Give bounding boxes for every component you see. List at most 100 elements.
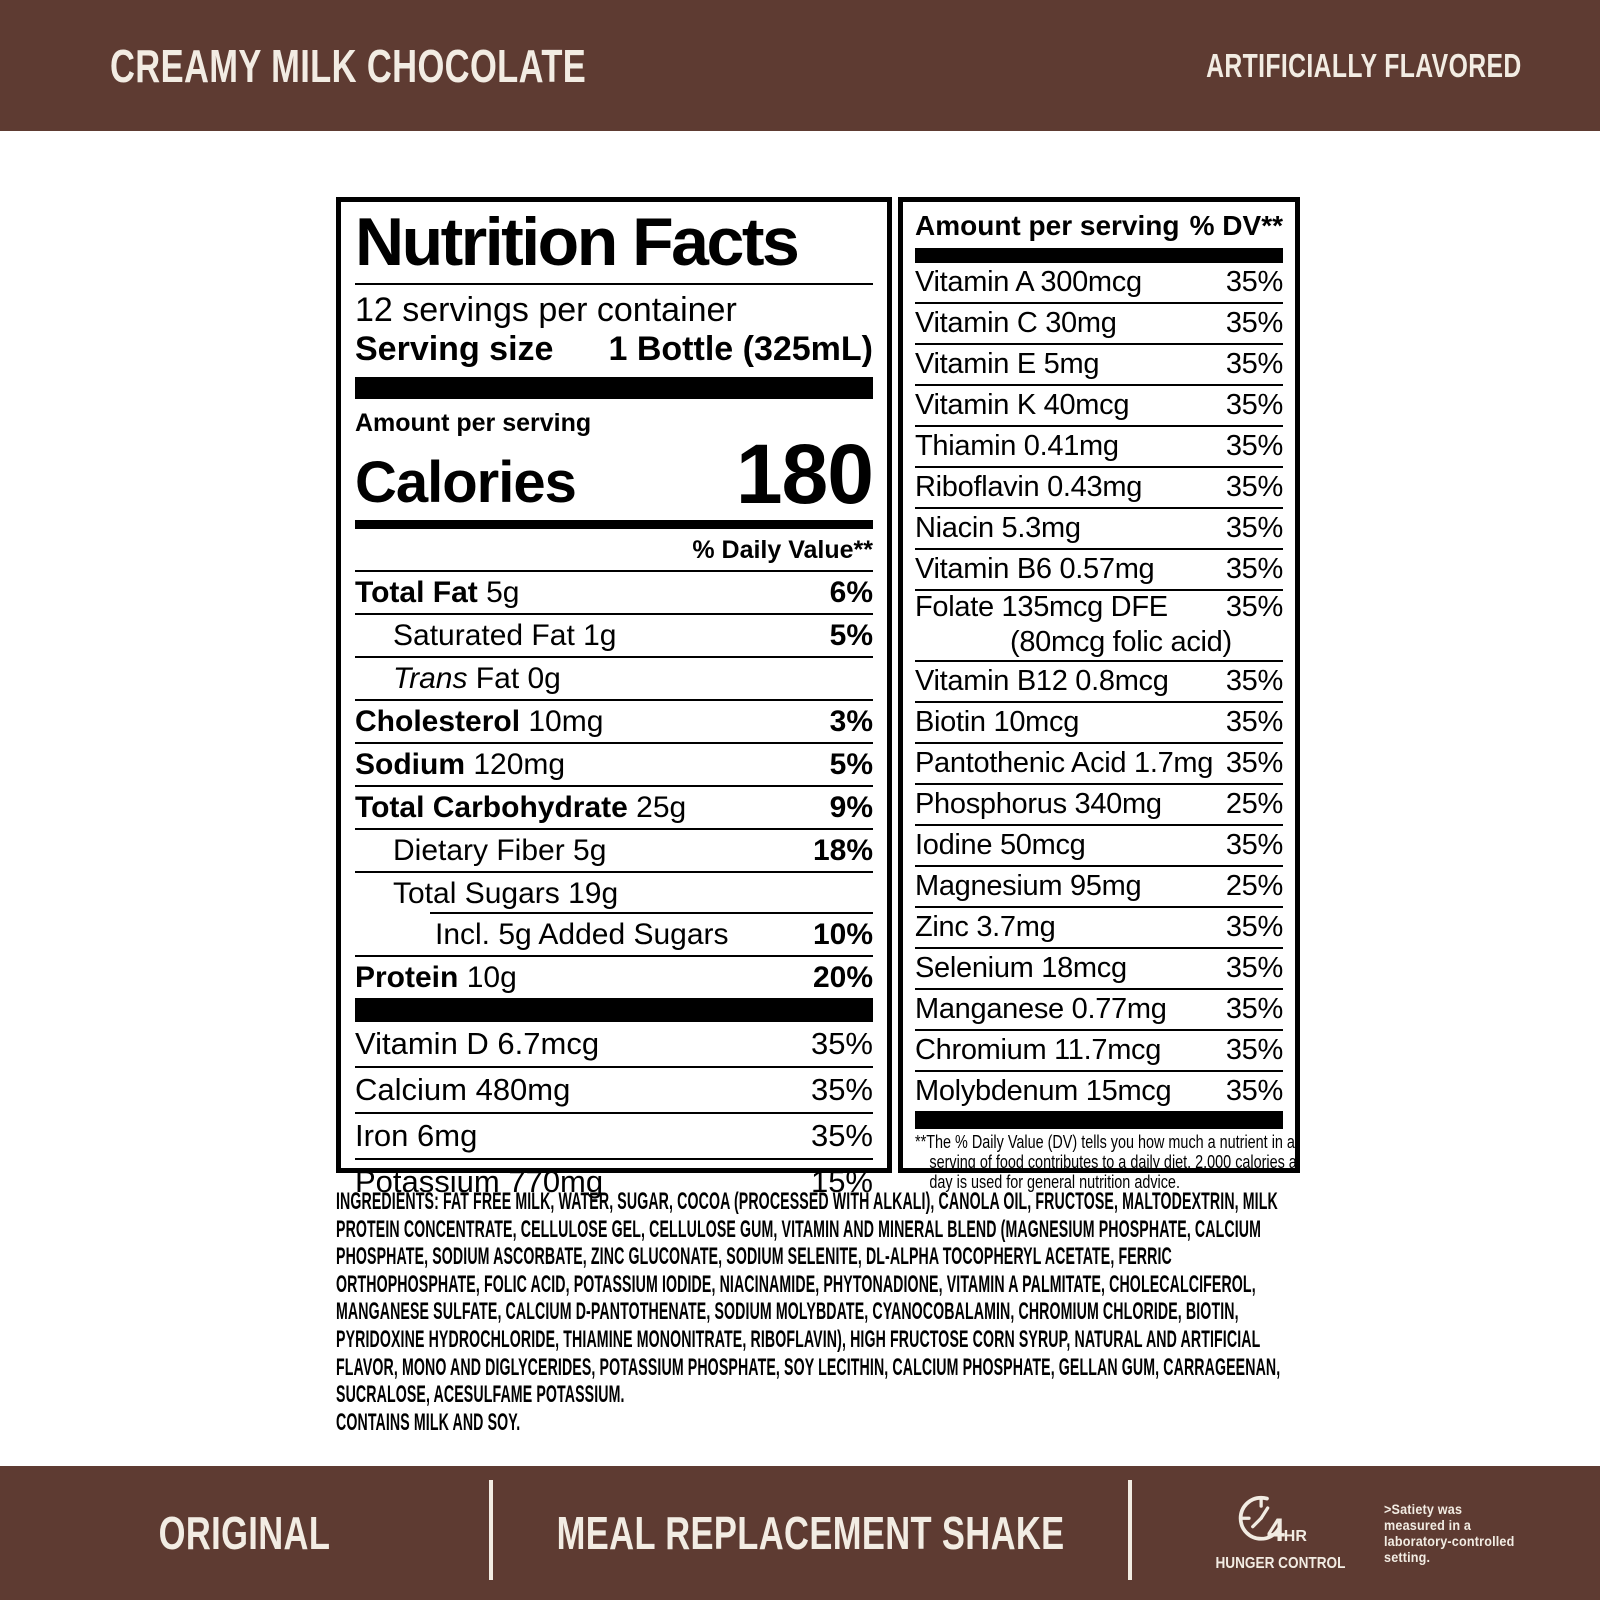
nutrient-label: Dietary Fiber 5g — [393, 833, 607, 867]
micronutrient-label: Iodine 50mcg — [915, 829, 1086, 861]
daily-value: 35% — [1225, 430, 1283, 462]
daily-value: 25% — [1225, 870, 1283, 902]
micronutrient-row: Biotin 10mcg 35% — [915, 703, 1283, 744]
micronutrient-row: Molybdenum 15mcg 35% — [915, 1072, 1283, 1111]
micronutrient-row: Magnesium 95mg 25% — [915, 867, 1283, 908]
panel-title: Nutrition Facts — [355, 207, 873, 286]
amount-per-serving-label: Amount per serving — [355, 409, 592, 438]
nutrient-name: Total Fat — [355, 575, 478, 609]
micronutrient-label: Molybdenum 15mcg — [915, 1075, 1172, 1107]
micronutrient-label: Vitamin B6 0.57mg — [915, 553, 1155, 585]
calories-value: 180 — [735, 427, 874, 522]
micronutrient-label: Thiamin 0.41mg — [915, 430, 1119, 462]
nutrient-row: Protein 10g 20% — [355, 957, 873, 1001]
daily-value: 35% — [1225, 266, 1283, 298]
vitamin-row: Calcium 480mg 35% — [355, 1068, 873, 1115]
header-bar: CREAMY MILK CHOCOLATE ARTIFICIALLY FLAVO… — [0, 0, 1600, 131]
daily-value: 35% — [1225, 389, 1283, 421]
nutrient-label: Trans Fat 0g — [393, 661, 561, 695]
daily-value: 35% — [1225, 512, 1283, 544]
serving-size-value: 1 Bottle (325mL) — [608, 330, 874, 369]
divider-bar — [355, 377, 873, 400]
footer-divider — [489, 1480, 493, 1580]
nutrient-row: Saturated Fat 1g 5% — [355, 615, 873, 659]
micronutrient-label: Folate 135mcg DFE — [915, 591, 1168, 623]
nutrient-name: Sodium — [355, 747, 465, 781]
daily-value-header: % Daily Value** — [355, 529, 873, 573]
micronutrient-rows: Vitamin A 300mcg 35% Vitamin C 30mg 35% Vita… — [915, 263, 1283, 1111]
micronutrient-label: Chromium 11.7mcg — [915, 1034, 1162, 1066]
divider-bar — [915, 250, 1283, 263]
micronutrient-row: Folate 135mcg DFE 35% (80mcg folic acid) — [915, 591, 1283, 662]
nutrient-row: Total Carbohydrate 25g 9% — [355, 787, 873, 831]
right-column-header: Amount per serving % DV** — [915, 202, 1283, 250]
four-hr-label: 4HR — [1267, 1512, 1307, 1549]
calories-row: Calories 180 — [355, 427, 874, 522]
nutrient-label: Protein 10g — [355, 960, 517, 994]
daily-value: 15% — [810, 1164, 873, 1200]
micronutrient-row: Vitamin A 300mcg 35% — [915, 263, 1283, 304]
divider-bar — [915, 1111, 1283, 1129]
nutrient-row: Incl. 5g Added Sugars 10% — [355, 914, 873, 958]
vitamin-row: Potassium 770mg 15% — [355, 1160, 873, 1204]
nutrient-label: Total Sugars 19g — [393, 876, 619, 910]
nutrient-label: Saturated Fat 1g — [393, 618, 617, 652]
nutrient-name: Trans — [393, 661, 468, 695]
daily-value: 20% — [812, 960, 873, 994]
micronutrient-row: Chromium 11.7mcg 35% — [915, 1031, 1283, 1072]
micronutrient-label: Vitamin E 5mg — [915, 348, 1100, 380]
clock-icon-wrap: 4HR — [1225, 1494, 1335, 1550]
vitamin-label: Iron 6mg — [355, 1118, 478, 1154]
micronutrient-label: Magnesium 95mg — [915, 870, 1142, 902]
micronutrient-row: Vitamin B12 0.8mcg 35% — [915, 662, 1283, 703]
satiety-note: >Satiety was measured in a laboratory-co… — [1384, 1500, 1515, 1566]
footer-divider — [1128, 1480, 1132, 1580]
nutrient-label: Sodium 120mg — [355, 747, 566, 781]
micronutrient-label: Pantothenic Acid 1.7mg — [915, 747, 1214, 779]
artificially-flavored-label: ARTIFICIALLY FLAVORED — [1206, 46, 1522, 84]
micronutrient-row: Phosphorus 340mg 25% — [915, 785, 1283, 826]
vitamin-label: Vitamin D 6.7mcg — [355, 1026, 600, 1062]
thick-rule — [355, 520, 873, 530]
hours-unit: HR — [1283, 1527, 1307, 1545]
micronutrient-label: Vitamin K 40mcg — [915, 389, 1130, 421]
flavor-title-wrap: CREAMY MILK CHOCOLATE — [110, 0, 745, 131]
nutrient-row: Dietary Fiber 5g 18% — [355, 830, 873, 874]
micronutrient-row: Vitamin C 30mg 35% — [915, 304, 1283, 345]
dv-footnote: **The % Daily Value (DV) tells you how m… — [915, 1132, 1297, 1193]
amount-per-serving-label: Amount per serving — [915, 210, 1180, 241]
flavor-title: CREAMY MILK CHOCOLATE — [110, 39, 587, 92]
nutrient-label: Total Carbohydrate 25g — [355, 790, 687, 824]
hours-value: 4 — [1267, 1511, 1285, 1548]
hunger-control-block: 4HR HUNGER CONTROL — [1192, 1494, 1368, 1573]
daily-value: 9% — [829, 790, 873, 824]
calories-label: Calories — [355, 450, 577, 516]
nutrition-panel-right: Amount per serving % DV** Vitamin A 300m… — [898, 197, 1300, 1192]
meal-replacement-shake-label: MEAL REPLACEMENT SHAKE — [556, 1507, 1065, 1559]
micronutrient-label: Vitamin C 30mg — [915, 307, 1117, 339]
daily-value: 5% — [829, 618, 873, 652]
nutrient-row: Total Fat 5g 6% — [355, 572, 873, 616]
daily-value: 35% — [810, 1072, 873, 1108]
micronutrient-label: Zinc 3.7mg — [915, 911, 1056, 943]
vitamin-rows: Vitamin D 6.7mcg 35% Calcium 480mg 35% Iron … — [355, 1022, 873, 1204]
dv-header: % DV** — [1189, 210, 1283, 241]
vitamin-row: Iron 6mg 35% — [355, 1114, 873, 1161]
micronutrient-row: Selenium 18mcg 35% — [915, 949, 1283, 990]
micronutrient-row: Iodine 50mcg 35% — [915, 826, 1283, 867]
micronutrient-row: Niacin 5.3mg 35% — [915, 509, 1283, 550]
daily-value: 35% — [1225, 911, 1283, 943]
nutrient-label: Total Fat 5g — [355, 575, 520, 609]
micronutrient-label: Vitamin B12 0.8mcg — [915, 665, 1169, 697]
nutrient-row: Cholesterol 10mg 3% — [355, 701, 873, 745]
daily-value: 35% — [1225, 747, 1283, 779]
nutrient-row: Sodium 120mg 5% — [355, 744, 873, 788]
servings-per-container: 12 servings per container — [355, 291, 737, 330]
daily-value: 6% — [829, 575, 873, 609]
nutrient-row: Total Sugars 19g — [355, 873, 873, 915]
micronutrient-row: Vitamin E 5mg 35% — [915, 345, 1283, 386]
daily-value: 3% — [829, 704, 873, 738]
daily-value: 35% — [1225, 307, 1283, 339]
daily-value: 35% — [1225, 1034, 1283, 1066]
